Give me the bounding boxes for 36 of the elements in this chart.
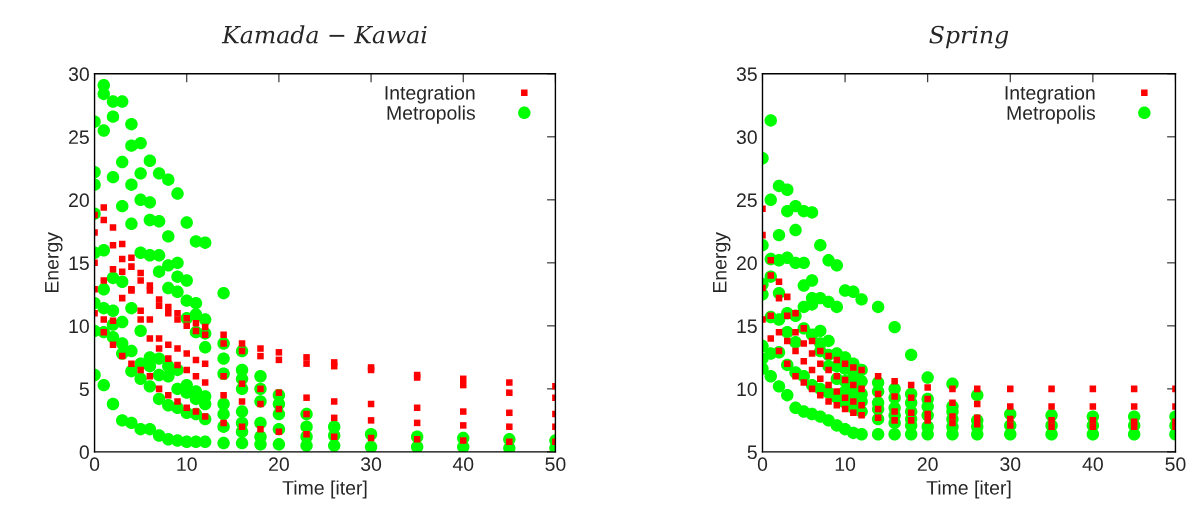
y-tick-label: 25 xyxy=(736,193,757,208)
y-tick-label: 5 xyxy=(79,382,89,397)
y-tick-label: 30 xyxy=(68,67,89,82)
y-tick-label: 25 xyxy=(69,130,89,145)
y-axis-title: Energy xyxy=(45,232,63,293)
legend-label: Integration xyxy=(1005,85,1095,104)
y-axis-title: Energy xyxy=(713,232,731,293)
x-tick-label: 0 xyxy=(757,457,768,472)
x-tick-label: 40 xyxy=(1082,457,1103,472)
x-axis-title: Time [iter] xyxy=(282,480,367,499)
legend-label: Metropolis xyxy=(1007,105,1096,124)
x-tick-label: 10 xyxy=(177,457,197,472)
y-tick-label: 35 xyxy=(736,67,757,82)
x-tick-label: 30 xyxy=(361,457,382,472)
y-tick-label: 0 xyxy=(79,445,89,460)
y-tick-label: 30 xyxy=(736,130,757,145)
x-tick-label: 50 xyxy=(1165,457,1186,472)
y-tick-label: 5 xyxy=(747,445,757,460)
y-tick-label: 15 xyxy=(737,319,757,334)
y-tick-label: 20 xyxy=(736,256,757,271)
x-tick-label: 20 xyxy=(917,457,938,472)
x-tick-label: 50 xyxy=(545,457,566,472)
x-axis-title: Time [iter] xyxy=(926,480,1011,499)
x-tick-label: 10 xyxy=(835,457,856,472)
y-tick-label: 20 xyxy=(69,193,89,208)
x-tick-label: 30 xyxy=(1000,457,1021,472)
chart-title: Spring xyxy=(929,25,1009,49)
x-tick-label: 20 xyxy=(269,457,289,472)
y-tick-label: 15 xyxy=(69,256,89,271)
y-tick-label: 10 xyxy=(69,319,89,334)
y-tick-label: 10 xyxy=(737,382,757,397)
x-tick-label: 40 xyxy=(452,457,474,472)
x-tick-label: 0 xyxy=(89,457,100,472)
legend-label: Integration xyxy=(385,85,475,104)
legend-label: Metropolis xyxy=(387,105,475,124)
chart-title: Kamada − Kawai xyxy=(221,25,427,44)
